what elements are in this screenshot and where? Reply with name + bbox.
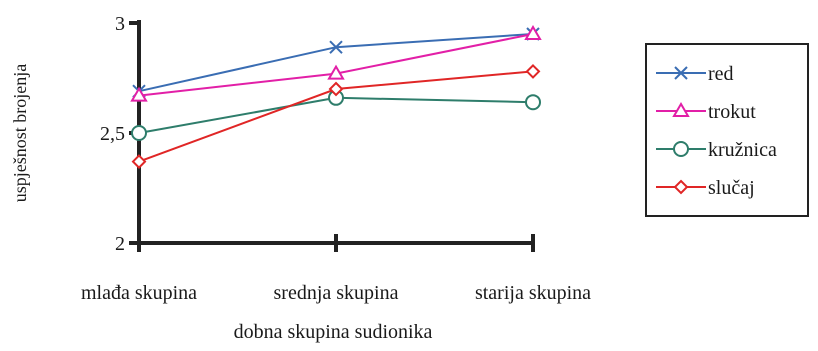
x-tick-label: mlađa skupina: [81, 282, 197, 304]
x-tick-label: starija skupina: [475, 282, 591, 304]
y-axis-label: uspješnost brojenja: [10, 64, 30, 202]
triangle-marker: [327, 64, 345, 80]
series-trokut: [130, 25, 542, 102]
y-tick-label: 2: [115, 233, 125, 255]
legend-label: red: [708, 63, 734, 85]
legend-item: kružnica: [656, 139, 777, 161]
diamond-marker: [131, 154, 147, 170]
series-layer: [130, 25, 542, 170]
legend-label: slučaj: [708, 177, 755, 199]
x-marker: [329, 40, 343, 54]
legend-label: trokut: [708, 101, 756, 123]
y-tick-label: 2,5: [100, 123, 125, 145]
diamond-marker: [328, 81, 344, 97]
series-kruznica: [131, 89, 541, 141]
triangle-marker: [524, 25, 542, 40]
triangle-marker: [130, 86, 148, 102]
circle-marker: [525, 94, 541, 111]
x-tick-label: srednja skupina: [274, 282, 399, 304]
diamond-marker: [525, 63, 541, 79]
triangle-marker: [672, 102, 690, 117]
legend-label: kružnica: [708, 139, 777, 161]
legend-item: red: [656, 63, 734, 85]
series-slucaj: [131, 63, 541, 170]
legend-item: slučaj: [656, 177, 755, 199]
diamond-marker: [673, 179, 689, 195]
circle-marker: [131, 125, 147, 141]
axes: 2 2,5 3 mlađa skupina srednja skupina starija…: [81, 13, 591, 304]
legend: red trokut kružnica slučaj: [645, 43, 809, 217]
circle-marker: [673, 141, 689, 157]
x-marker: [674, 66, 688, 80]
x-axis-label: dobna skupina sudionika: [234, 321, 433, 343]
legend-item: trokut: [656, 101, 756, 123]
y-tick-label: 3: [115, 13, 125, 35]
